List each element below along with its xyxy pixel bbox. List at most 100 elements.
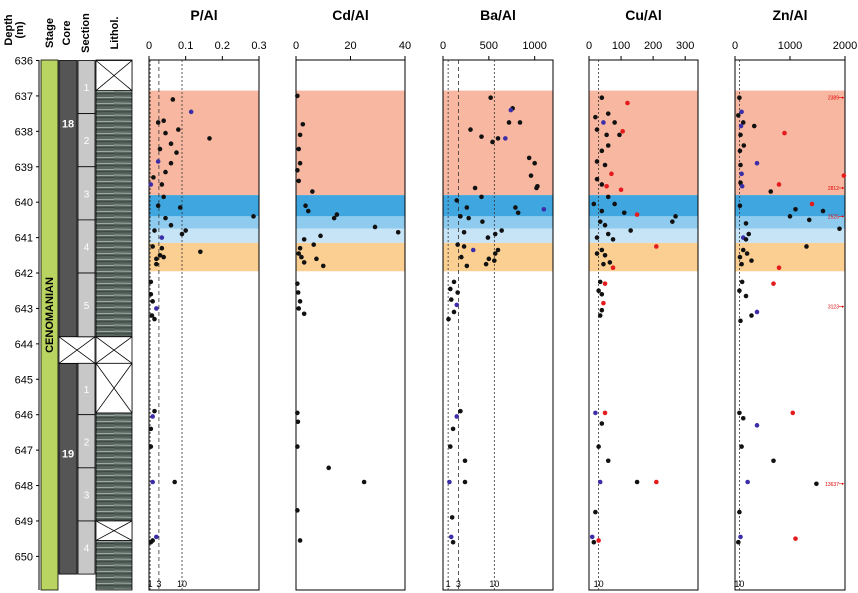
data-point (599, 148, 605, 154)
data-point (599, 95, 605, 100)
data-point (310, 189, 315, 194)
section-number: 2 (84, 437, 90, 448)
depth-tick-label: 636 (15, 56, 33, 68)
x-tick-label: 20 (344, 40, 356, 52)
section-number: 2 (84, 136, 90, 147)
data-point (736, 539, 741, 545)
data-point (455, 242, 460, 247)
data-point (596, 288, 601, 294)
data-point (462, 479, 468, 485)
data-point (155, 203, 161, 209)
data-point (532, 160, 537, 166)
data-point (305, 208, 311, 214)
data-point (148, 444, 154, 449)
section-number: 3 (84, 490, 90, 501)
depth-tick-label: 643 (15, 303, 33, 315)
data-point (295, 419, 301, 425)
depth-label-line2: (m) (14, 21, 26, 38)
data-point (251, 214, 256, 219)
x-tick-label: 0 (586, 40, 592, 52)
data-point (448, 444, 453, 449)
data-point (472, 185, 478, 191)
data-point (296, 146, 302, 152)
depth-tick-label: 637 (15, 91, 33, 103)
data-point (594, 176, 600, 182)
data-point (447, 479, 452, 485)
section-number: 3 (84, 189, 90, 200)
data-point (612, 120, 617, 125)
data-point (446, 316, 451, 322)
data-point (738, 123, 744, 129)
core-block (58, 60, 78, 338)
data-point (155, 159, 161, 164)
data-point (771, 458, 776, 464)
data-point (526, 155, 532, 161)
data-point (841, 173, 847, 178)
interval-band (735, 195, 845, 217)
x-tick-label: 0 (440, 40, 446, 52)
data-point (776, 265, 782, 271)
data-point (163, 130, 168, 136)
data-point (334, 212, 340, 217)
data-point (451, 309, 457, 315)
data-point (771, 281, 776, 286)
panel-title: Zn/Al (773, 7, 808, 23)
data-point (495, 247, 501, 253)
data-point (176, 127, 181, 132)
data-point (737, 288, 742, 294)
data-point (295, 508, 300, 513)
data-point (594, 251, 600, 256)
data-point (466, 215, 471, 221)
offscale-arrowhead (842, 215, 844, 218)
x-tick-label: 0.3 (251, 40, 266, 52)
data-point (450, 426, 456, 432)
data-point (492, 258, 497, 263)
section-number: 5 (84, 301, 90, 312)
x-tick-label: 1000 (522, 40, 546, 52)
data-point (458, 408, 463, 414)
reference-line-label: 10 (734, 579, 744, 589)
data-point (605, 194, 611, 200)
data-point (490, 139, 495, 145)
interval-bands (149, 90, 845, 272)
depth-axis-label: Depth (m) (3, 14, 26, 45)
panel-title: Cd/Al (332, 7, 369, 23)
data-point (793, 206, 798, 212)
data-point (594, 127, 600, 132)
reference-line-label: 10 (177, 579, 187, 589)
data-point (737, 203, 743, 209)
interval-band (589, 195, 698, 217)
data-point (605, 143, 611, 148)
data-point (462, 458, 468, 464)
data-point (739, 171, 744, 177)
data-point (754, 423, 760, 428)
offscale-arrowhead (842, 186, 844, 190)
data-point (198, 249, 203, 255)
data-point (602, 162, 608, 168)
data-point (670, 219, 675, 224)
stage-label: CENOMANIAN (44, 277, 56, 353)
panel-title: Ba/Al (480, 7, 516, 23)
data-point (148, 539, 154, 545)
panel-2: Ba/Al 0 500 1000 1 3 10 (440, 7, 554, 591)
data-point (174, 150, 179, 155)
section-number: 4 (84, 242, 90, 253)
data-point (454, 414, 460, 419)
data-point (589, 534, 595, 540)
x-tick-label: 300 (676, 40, 694, 52)
data-point (157, 253, 163, 258)
data-point (168, 141, 174, 147)
data-point (183, 228, 188, 233)
interval-band (735, 242, 845, 272)
x-tick-label: 0 (293, 40, 299, 52)
data-point (295, 410, 300, 416)
interval-band (296, 195, 405, 217)
data-point (155, 120, 161, 125)
lithology-core-photo (95, 59, 133, 338)
x-tick-label: 0 (146, 40, 152, 52)
data-point (517, 120, 523, 125)
x-tick-label: 0.1 (178, 40, 193, 52)
core-column-header: Core (61, 20, 73, 45)
data-point (459, 254, 464, 260)
